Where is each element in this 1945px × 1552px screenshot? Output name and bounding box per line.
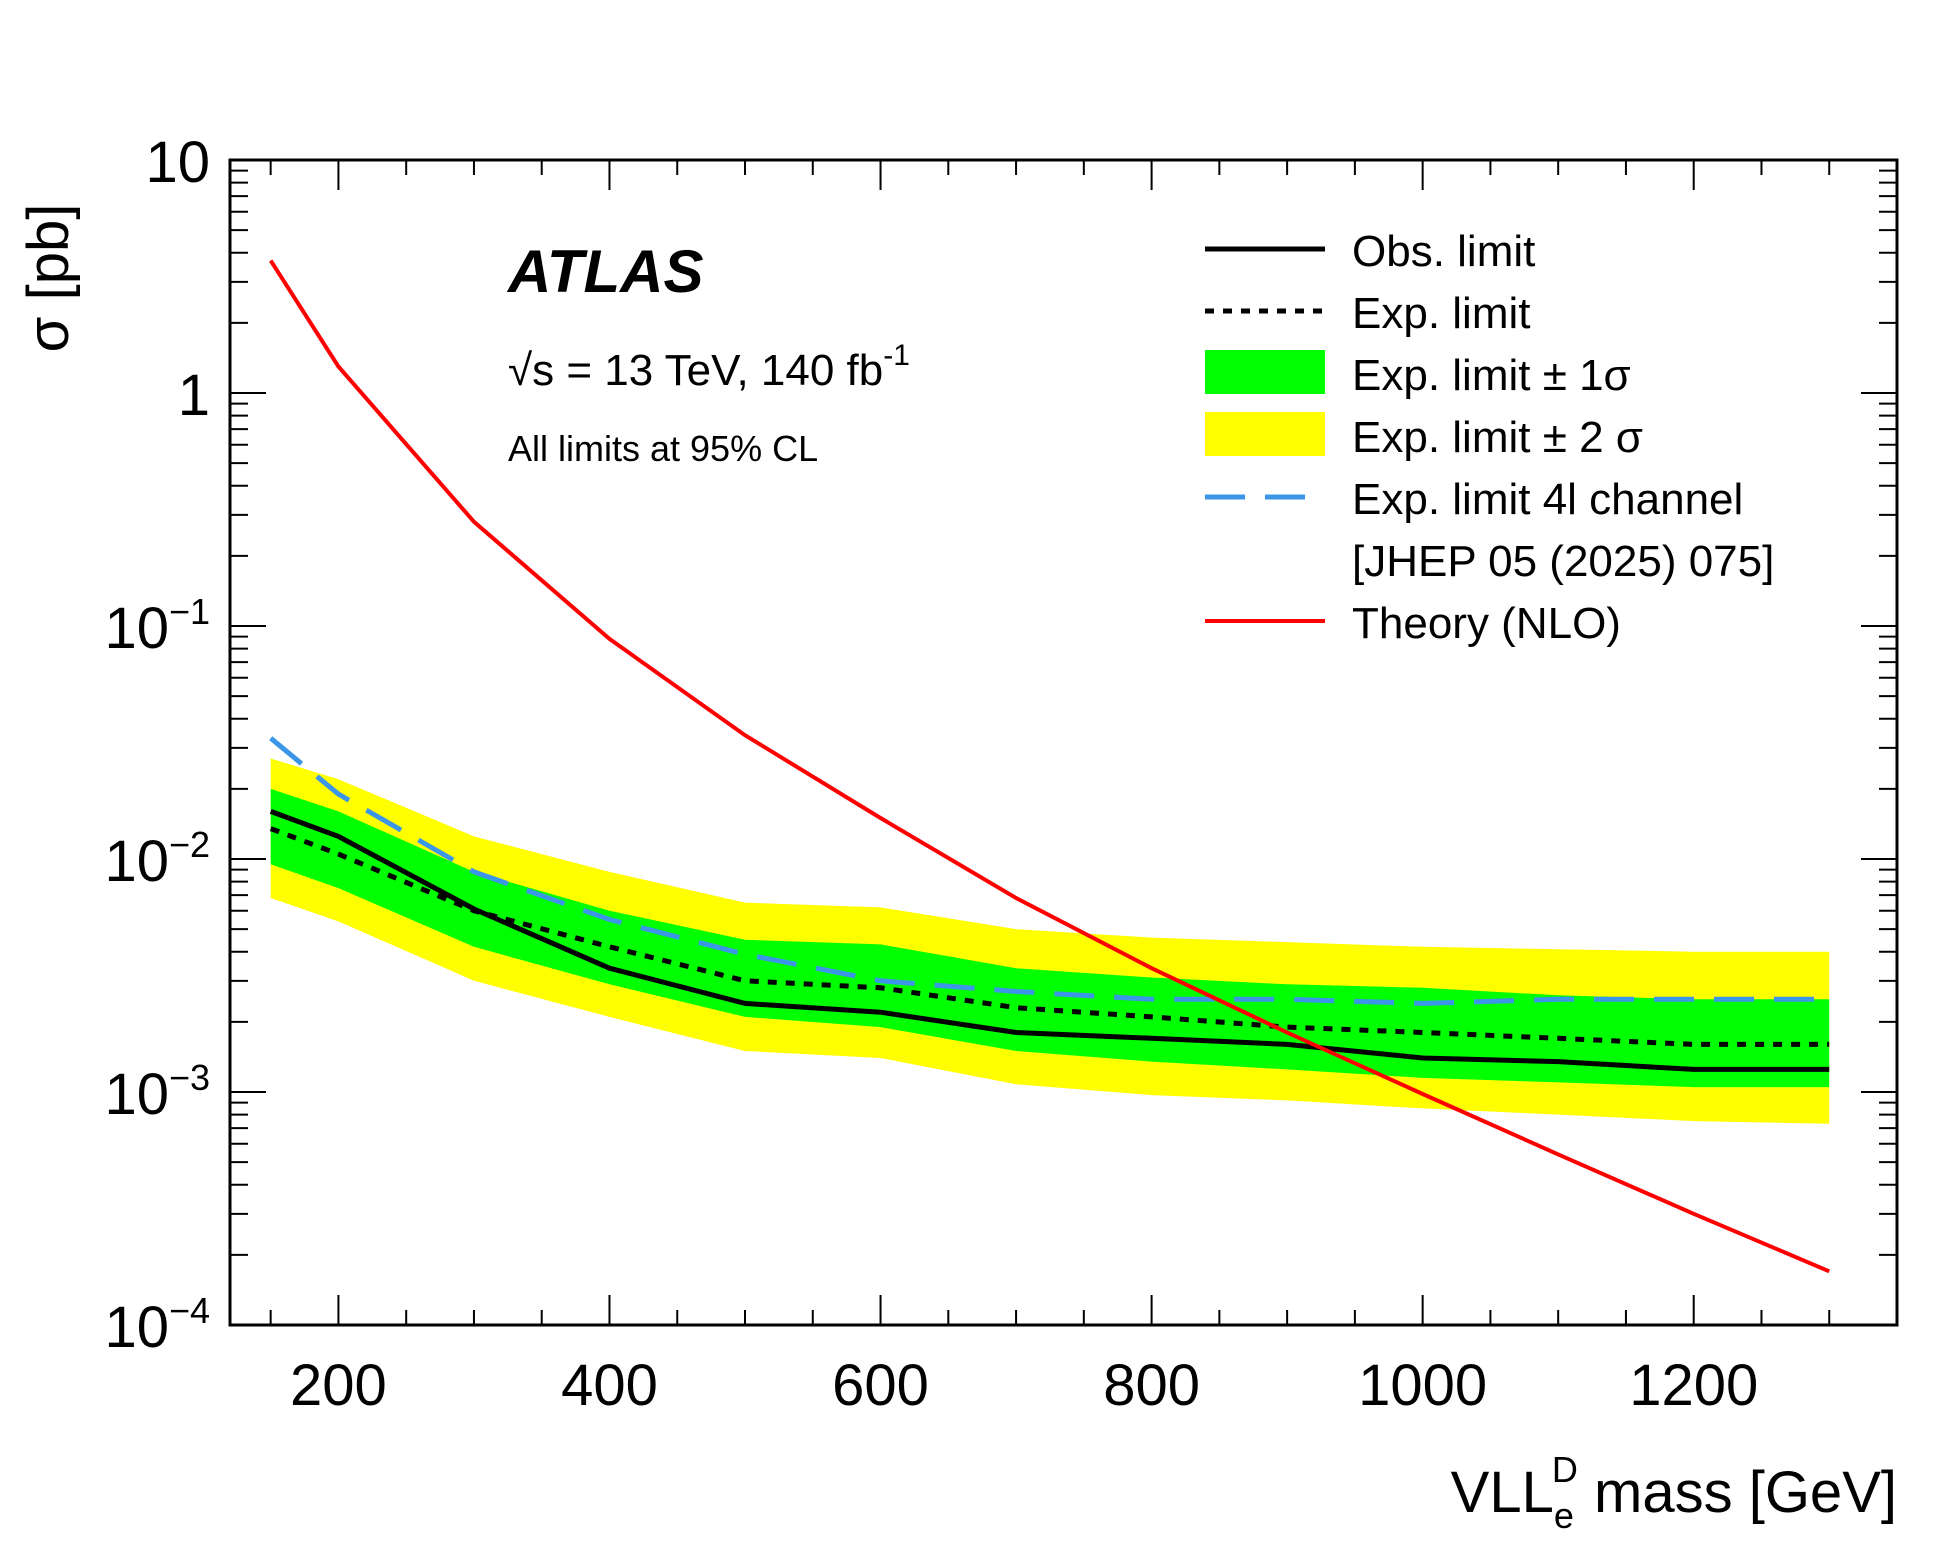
x-tick-label: 1200 <box>1629 1353 1758 1418</box>
legend-label: Exp. limit ± 1σ <box>1352 351 1631 400</box>
x-tick-label: 1000 <box>1358 1353 1487 1418</box>
legend: Obs. limit Exp. limit Exp. limit ± 1σ Exp. … <box>1205 227 1774 648</box>
legend-entry-exp-limit-2: Exp. limit ± 2 σ <box>1205 412 1643 462</box>
y-tick-exponent: −4 <box>169 1290 210 1331</box>
series-obs-limit <box>269 809 1830 1072</box>
legend-swatch <box>1205 412 1325 456</box>
x-axis-title-sup: D <box>1552 1449 1578 1490</box>
series-exp-limit-4l-channel <box>269 736 1830 1006</box>
energy-lumi-label: √s = 13 TeV, 140 fb-1 <box>508 339 910 395</box>
x-tick-label: 800 <box>1103 1353 1200 1418</box>
experiment-label: ATLAS <box>506 238 704 305</box>
legend-label: Obs. limit <box>1352 227 1535 276</box>
legend-label: Exp. limit <box>1352 289 1530 338</box>
legend-entry-exp-limit: Exp. limit <box>1205 289 1530 338</box>
y-tick-label: 10−4 <box>104 1290 210 1360</box>
series-theory-nlo- <box>269 259 1830 1274</box>
legend-label: Theory (NLO) <box>1352 599 1621 648</box>
lines-layer <box>269 259 1830 1274</box>
legend-entry-exp-limit-1: Exp. limit ± 1σ <box>1205 350 1631 400</box>
bands-layer <box>270 758 1830 1124</box>
legend-label: Exp. limit ± 2 σ <box>1352 413 1643 462</box>
x-axis-title-rest: mass [GeV] <box>1578 1460 1897 1525</box>
y-tick-label: 10−3 <box>104 1057 210 1127</box>
lumi-exponent: -1 <box>883 339 910 372</box>
y-tick-label: 10 <box>145 130 210 195</box>
legend-entry-theory-nlo: Theory (NLO) <box>1205 599 1621 648</box>
legend-entry-exp-limit-4l-channel: Exp. limit 4l channel <box>1205 475 1743 524</box>
axis-ticks <box>230 159 1897 1326</box>
y-tick-exponent: −1 <box>169 591 210 632</box>
x-tick-label: 200 <box>290 1353 387 1418</box>
y-tick-base: 10 <box>104 1295 169 1360</box>
y-tick-label: 10−1 <box>104 591 210 661</box>
cl-note: All limits at 95% CL <box>508 428 818 469</box>
y-tick-base: 1 <box>178 363 210 428</box>
x-axis-title-sub: e <box>1554 1495 1574 1536</box>
y-tick-base: 10 <box>145 130 210 195</box>
x-axis-title-main: VLL <box>1451 1460 1554 1525</box>
legend-label: Exp. limit 4l channel <box>1352 475 1743 524</box>
legend-label: [JHEP 05 (2025) 075] <box>1352 537 1774 586</box>
plot-frame <box>228 158 1899 1327</box>
x-tick-label: 400 <box>561 1353 658 1418</box>
y-tick-exponent: −3 <box>169 1057 210 1098</box>
band-exp-limit-1- <box>270 788 1830 1088</box>
y-tick-exponent: −2 <box>169 824 210 865</box>
legend-entry-jhep-05-2025-075: [JHEP 05 (2025) 075] <box>1352 537 1774 586</box>
y-tick-base: 10 <box>104 1062 169 1127</box>
legend-entry-obs-limit: Obs. limit <box>1205 227 1535 276</box>
x-axis-title: VLLeD mass [GeV] <box>1451 1449 1897 1536</box>
energy-lumi-text: √s = 13 TeV, 140 fb <box>508 346 883 395</box>
y-tick-label: 1 <box>178 363 210 428</box>
y-tick-base: 10 <box>104 829 169 894</box>
y-tick-base: 10 <box>104 596 169 661</box>
y-tick-label: 10−2 <box>104 824 210 894</box>
y-axis-title: σ [pb] <box>16 204 81 353</box>
legend-swatch <box>1205 350 1325 394</box>
x-tick-label: 600 <box>832 1353 929 1418</box>
